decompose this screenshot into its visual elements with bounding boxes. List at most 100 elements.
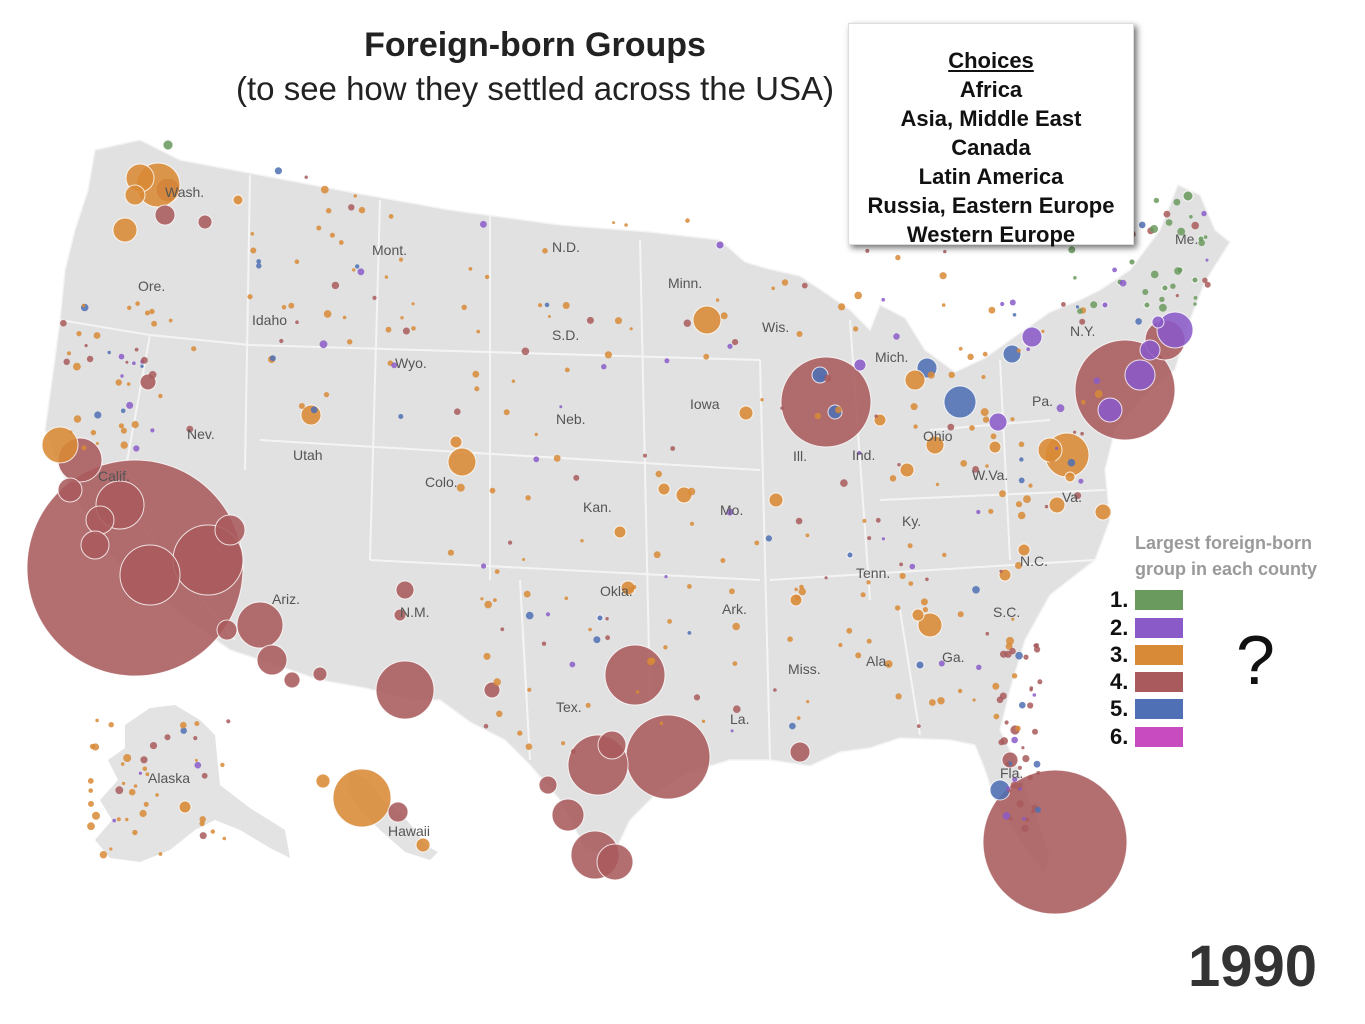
county-bubble [447, 447, 477, 477]
county-bubble [256, 644, 288, 676]
county-dot [922, 607, 929, 613]
county-dot [689, 521, 695, 526]
county-dot [391, 362, 398, 369]
county-dot [194, 758, 198, 762]
choice-africa[interactable]: Africa [959, 77, 1023, 102]
county-dot [604, 351, 613, 359]
county-dot [1159, 303, 1167, 312]
county-dot [846, 627, 853, 634]
county-dot [489, 487, 496, 494]
county-dot [538, 303, 543, 308]
county-dot [484, 274, 490, 280]
county-dot [522, 558, 526, 561]
county-dot [503, 409, 510, 416]
county-dot [1006, 636, 1014, 645]
legend-title: Largest foreign-born group in each count… [1135, 530, 1360, 582]
legend-number: 6. [1110, 724, 1129, 749]
county-bubble [1021, 326, 1043, 348]
county-bubble [85, 505, 115, 535]
legend-swatch [1135, 590, 1183, 610]
county-dot [988, 508, 994, 514]
state-label: Ohio [923, 428, 953, 444]
county-bubble [483, 681, 501, 699]
county-dot [929, 699, 936, 706]
county-bubble [1191, 276, 1199, 284]
county-bubble [124, 184, 146, 206]
county-dot [155, 793, 159, 797]
county-bubble [41, 426, 79, 464]
county-dot [1191, 221, 1199, 230]
county-dot [1142, 289, 1149, 295]
county-dot [481, 563, 487, 569]
county-dot [494, 569, 500, 574]
county-dot [250, 232, 255, 236]
county-dot [310, 406, 318, 414]
county-dot [1177, 227, 1186, 236]
county-bubble [943, 385, 977, 419]
county-dot [1079, 318, 1086, 325]
county-dot [118, 353, 125, 360]
county-dot [186, 425, 194, 433]
county-dot [69, 430, 73, 434]
county-bubbles [26, 139, 1211, 915]
county-dot [115, 786, 124, 795]
county-dot [493, 678, 501, 686]
state-label: Ark. [722, 601, 747, 617]
state-label: N.C. [1020, 553, 1048, 569]
county-dot [867, 536, 872, 541]
county-dot [304, 175, 308, 179]
state-label: Neb. [556, 411, 586, 427]
county-dot [980, 408, 989, 417]
county-dot [547, 315, 551, 318]
county-dot [126, 382, 131, 386]
county-bubble [216, 619, 238, 641]
county-dot [564, 596, 569, 601]
choice-canada[interactable]: Canada [951, 135, 1031, 160]
county-dot [193, 736, 198, 741]
choice-russia-eastern-europe[interactable]: Russia, Eastern Europe [867, 193, 1115, 218]
county-dot [385, 326, 392, 333]
county-dot [295, 320, 299, 325]
legend-title-line1: Largest foreign-born [1135, 533, 1313, 553]
county-dot [220, 762, 225, 768]
county-dot [125, 817, 129, 822]
state-label: N.Y. [1070, 323, 1095, 339]
county-dot [149, 742, 158, 750]
county-bubble [415, 837, 431, 853]
county-bubble [596, 614, 604, 622]
county-dot [972, 698, 976, 702]
county-dot [612, 221, 616, 225]
choice-latin-america[interactable]: Latin America [918, 164, 1064, 189]
county-bubble [780, 356, 872, 448]
county-dot [957, 611, 964, 618]
county-dot [585, 702, 591, 708]
county-dot [1018, 787, 1023, 791]
county-dot [347, 339, 353, 345]
county-dot [643, 453, 647, 458]
county-bubble [1161, 284, 1169, 292]
county-dot [281, 304, 287, 310]
county-dot [142, 766, 148, 772]
state-label: Okla. [600, 583, 633, 599]
county-dot [1081, 399, 1086, 405]
map-title: Foreign-born Groups [364, 26, 706, 64]
legend-swatch [1135, 727, 1183, 747]
choice-asia-middle-east[interactable]: Asia, Middle East [900, 106, 1082, 131]
state-label: Wash. [165, 184, 204, 200]
county-dot [1204, 281, 1211, 288]
choice-western-europe[interactable]: Western Europe [906, 222, 1076, 247]
county-bubble [1097, 397, 1123, 423]
county-dot [1198, 239, 1205, 247]
state-label: Nev. [187, 426, 215, 442]
county-bubble [197, 214, 213, 230]
county-dot [838, 303, 846, 311]
county-dot [593, 636, 601, 644]
legend-swatch [1135, 618, 1183, 638]
county-dot [1032, 728, 1038, 735]
county-dot [544, 302, 550, 308]
county-dot [773, 688, 777, 692]
county-bubble [119, 544, 181, 606]
county-dot [1028, 483, 1033, 488]
county-bubble [214, 514, 246, 546]
county-dot [151, 320, 158, 327]
